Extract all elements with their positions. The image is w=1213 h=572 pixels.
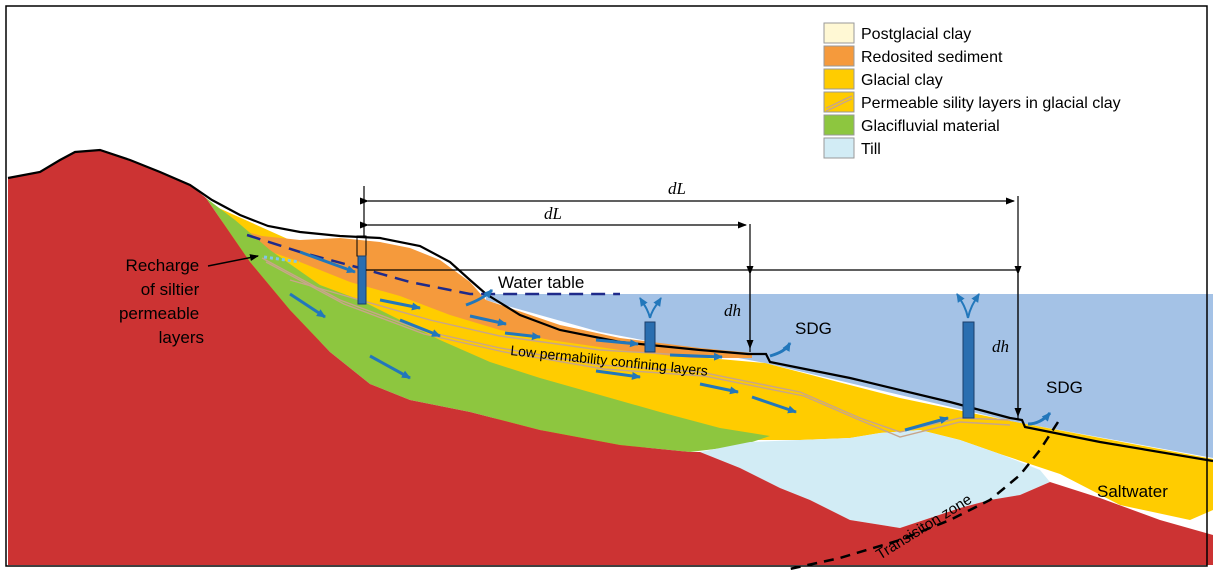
well-2-icon [644,321,656,353]
legend: Postglacial clay Redosited sediment Glac… [823,22,1121,159]
flow-arrow [595,369,641,380]
flow-arrow [1027,411,1052,426]
glacial-clay-layer [212,205,1213,520]
legend-label-till: Till [861,141,881,158]
groundwater-flow-arrows [289,250,1052,432]
legend-label-glacifluvial: Glacifluvial material [861,118,1000,135]
saltwater-label: Saltwater [1097,482,1168,501]
flow-arrow [379,298,421,311]
glacifluvial-layer [206,198,770,452]
ground-surface [7,148,1213,463]
legend-label-redeposited-sediment: Redosited sediment [861,49,1003,66]
dh-label-1: dh [724,301,741,320]
flow-arrow [504,331,541,341]
flow-arrow [769,342,792,358]
flow-arrow [699,382,739,395]
flow-arrow [299,250,356,274]
dl-long-label: dL [668,179,686,198]
legend-swatch-redeposited-sediment [823,45,855,67]
legend-permeable-layers-lines [825,95,853,112]
bedrock [8,150,1213,565]
flow-arrow [904,416,949,432]
artesian-outflow-arrows [639,293,980,319]
water-table-label: Water table [498,273,584,292]
recharge-dotted-line [263,255,301,264]
legend-swatch-glacifluvial [823,114,855,136]
frame-border [5,5,1208,567]
legend-swatch-postglacial-clay [823,22,855,44]
well-3-icon [962,321,975,419]
flow-arrow [289,292,326,319]
legend-swatch-till [823,137,855,159]
flow-arrow [669,352,723,361]
legend-label-postglacial-clay: Postglacial clay [861,26,971,43]
legend-label-permeable-layers: Permeable sility layers in glacial clay [861,95,1121,112]
sea-water [486,294,1213,458]
flow-arrow [399,318,441,338]
flow-arrow [369,354,411,380]
dh-label-2: dh [992,337,1009,356]
flow-arrow [465,288,494,307]
till-layer [700,430,1050,528]
flow-arrow [751,395,797,414]
well-1-icon [357,255,367,305]
transition-zone-line [784,421,1060,572]
sdg-label-2: SDG [1046,378,1083,397]
sdg-label-1: SDG [795,319,832,338]
recharge-pointer [207,254,259,267]
flow-arrow [469,314,507,327]
dl-short-label: dL [544,204,562,223]
dimension-lines [360,186,1022,420]
flow-arrow [595,338,639,348]
recharge-label: Recharge of siltier permeable layers [119,256,204,347]
legend-label-glacial-clay: Glacial clay [861,72,943,89]
legend-swatch-glacial-clay [823,68,855,90]
